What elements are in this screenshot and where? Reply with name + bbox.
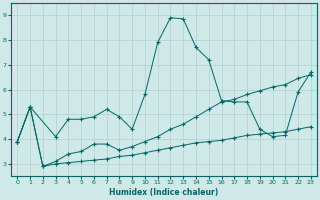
X-axis label: Humidex (Indice chaleur): Humidex (Indice chaleur) xyxy=(109,188,219,197)
